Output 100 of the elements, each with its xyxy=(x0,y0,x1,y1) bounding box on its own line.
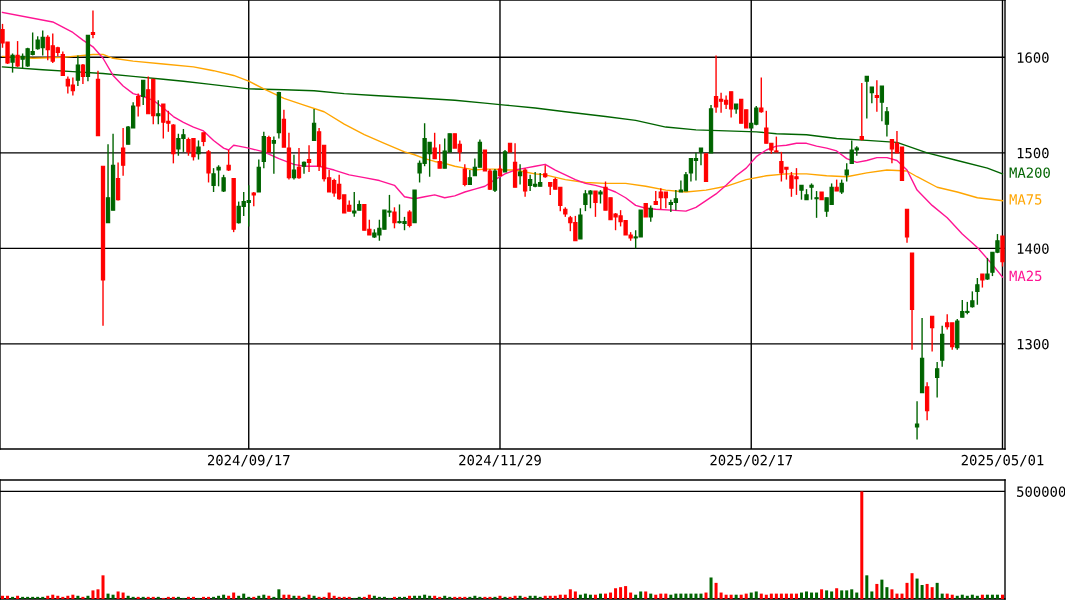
bar xyxy=(428,595,432,599)
bar xyxy=(634,594,638,599)
bar xyxy=(598,593,602,599)
bar xyxy=(724,594,728,599)
candlestick xyxy=(814,190,819,219)
bar xyxy=(578,594,582,599)
bar xyxy=(860,491,864,599)
candlestick xyxy=(859,82,864,142)
bar xyxy=(528,595,532,599)
bar xyxy=(1000,594,1004,599)
bar xyxy=(840,590,844,599)
bar xyxy=(86,595,90,599)
series-label: MA200 xyxy=(1009,167,1050,178)
candlestick xyxy=(296,147,302,180)
bar xyxy=(237,595,241,599)
bar xyxy=(845,590,849,599)
bar xyxy=(242,593,246,599)
bar xyxy=(257,595,261,599)
series-label: MA75 xyxy=(1009,194,1042,205)
bar xyxy=(136,596,140,599)
candlestick xyxy=(306,144,312,173)
y-tick-label: 1300 xyxy=(1017,338,1049,350)
candlestick xyxy=(392,206,397,230)
bar xyxy=(583,593,587,599)
candlestick xyxy=(728,91,734,119)
bar xyxy=(719,592,723,599)
candlestick xyxy=(759,76,764,114)
bar xyxy=(377,596,381,599)
candlestick xyxy=(879,85,885,123)
candlestick xyxy=(934,361,940,399)
bar xyxy=(754,591,758,599)
bar xyxy=(900,593,904,599)
bar xyxy=(116,591,120,599)
bar xyxy=(679,593,683,599)
bar xyxy=(51,594,55,599)
bar xyxy=(317,596,321,599)
bar xyxy=(473,595,477,599)
bar xyxy=(779,593,783,599)
bar xyxy=(46,595,50,599)
bar xyxy=(382,596,386,599)
bar xyxy=(825,590,829,599)
bar xyxy=(955,595,959,599)
bar xyxy=(453,596,457,599)
candlestick xyxy=(693,152,699,182)
bar xyxy=(277,589,281,599)
candlestick xyxy=(874,79,880,113)
bar xyxy=(438,596,442,599)
candlestick xyxy=(889,138,895,165)
bar xyxy=(166,596,170,599)
candlestick xyxy=(437,143,442,169)
candlestick xyxy=(844,162,849,183)
bar xyxy=(684,593,688,599)
bar xyxy=(799,592,803,599)
candlestick xyxy=(578,207,583,240)
bar xyxy=(443,595,447,599)
bar xyxy=(76,595,80,599)
candlestick xyxy=(985,257,990,281)
bar xyxy=(217,595,221,599)
candlestick xyxy=(673,189,679,211)
bar xyxy=(543,595,547,599)
bar xyxy=(1,595,5,599)
bar xyxy=(925,583,929,599)
bar xyxy=(694,593,698,599)
bar xyxy=(639,591,643,599)
bar xyxy=(614,588,618,599)
bar xyxy=(292,595,296,599)
bar xyxy=(357,596,361,599)
candlestick xyxy=(115,161,121,202)
bar xyxy=(156,596,160,599)
bar xyxy=(875,583,879,599)
bar xyxy=(81,596,85,599)
bar xyxy=(458,596,462,599)
candlestick xyxy=(698,147,704,166)
bar xyxy=(327,592,331,599)
bar xyxy=(202,596,206,599)
bar xyxy=(463,596,467,599)
candlestick xyxy=(80,63,86,85)
bar xyxy=(207,596,211,599)
candlestick xyxy=(15,40,20,68)
y-tick-label: 500000 xyxy=(1017,486,1065,497)
bar xyxy=(744,593,748,599)
candlestick xyxy=(517,163,523,186)
bar xyxy=(649,593,653,599)
bar xyxy=(970,594,974,599)
bar xyxy=(21,596,25,599)
bar xyxy=(31,596,35,599)
bar xyxy=(126,595,130,599)
bar xyxy=(503,596,507,599)
bar xyxy=(538,596,542,599)
bar xyxy=(865,575,869,599)
candlestick xyxy=(929,315,935,353)
bar xyxy=(850,589,854,599)
bar xyxy=(789,593,793,599)
bar xyxy=(96,589,100,599)
bar xyxy=(980,594,984,599)
bar xyxy=(689,593,693,599)
bar xyxy=(593,594,597,599)
bar xyxy=(674,593,678,599)
x-tick-label: 2025/05/01 xyxy=(961,454,1044,467)
candlestick xyxy=(924,381,930,422)
